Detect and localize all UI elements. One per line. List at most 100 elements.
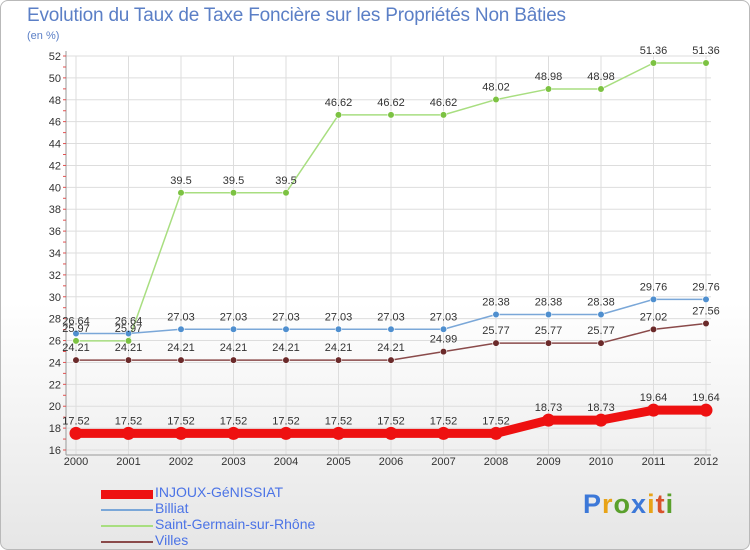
data-label: 27.03 (325, 311, 353, 323)
brand-letter: r (602, 489, 614, 519)
y-tick-label: 28 (49, 314, 61, 326)
brand-logo: Proxiti (583, 489, 674, 520)
data-label: 25.77 (535, 325, 563, 337)
data-point (177, 356, 185, 364)
data-label: 48.98 (587, 71, 615, 83)
data-point (544, 310, 553, 319)
data-point (124, 337, 133, 345)
data-point (229, 356, 238, 364)
x-tick-label: 2009 (536, 456, 560, 468)
data-point (282, 356, 290, 364)
data-label: 18.73 (535, 402, 563, 414)
data-label: 39.5 (223, 175, 244, 187)
grid (66, 55, 711, 455)
data-point (597, 85, 605, 93)
data-label: 25.97 (62, 323, 90, 335)
legend-swatch (101, 525, 153, 527)
data-point (597, 310, 605, 319)
y-tick-label: 42 (49, 160, 61, 172)
data-point (174, 426, 188, 440)
data-label: 27.02 (640, 311, 668, 323)
data-label: 51.36 (692, 45, 720, 57)
x-tick-label: 2007 (431, 456, 455, 468)
data-label: 46.62 (377, 97, 405, 109)
data-label: 27.56 (692, 305, 720, 317)
data-point (72, 337, 80, 345)
data-point (439, 111, 448, 119)
data-point (492, 95, 500, 104)
data-point (594, 413, 608, 427)
data-point (702, 59, 710, 67)
data-labels: 17.52 17.52 17.52 17.52 17.52 17.52 17.52 17.52… (62, 45, 720, 427)
y-tick-label: 46 (49, 117, 61, 129)
data-point (334, 111, 343, 119)
data-label: 17.52 (167, 415, 195, 427)
data-label: 24.21 (62, 342, 90, 354)
legend-label: Saint-Germain-sur-Rhône (155, 516, 316, 532)
data-label: 17.52 (377, 415, 405, 427)
data-label: 24.21 (325, 342, 353, 354)
data-label: 27.03 (272, 311, 300, 323)
data-point (702, 295, 710, 304)
data-label: 27.03 (377, 311, 405, 323)
data-point (387, 325, 395, 333)
data-label: 19.64 (692, 392, 720, 404)
series-lines (69, 59, 713, 440)
data-label: 28.38 (535, 297, 563, 309)
x-tick-label: 2006 (379, 456, 403, 468)
x-tick-label: 2010 (589, 456, 613, 468)
y-tick-label: 52 (49, 51, 61, 63)
data-point (649, 59, 658, 67)
data-point (69, 426, 83, 440)
data-point (334, 356, 343, 364)
data-label: 17.52 (272, 415, 300, 427)
data-point (439, 348, 448, 356)
data-point (122, 426, 135, 440)
brand-letter: P (583, 489, 603, 519)
data-point (177, 325, 185, 333)
y-tick-label: 44 (49, 139, 61, 151)
data-label: 17.52 (325, 415, 353, 427)
data-point (387, 356, 395, 364)
data-point (702, 319, 710, 328)
data-point (124, 329, 133, 338)
data-point (544, 85, 553, 93)
y-tick-label: 40 (49, 182, 61, 194)
data-label: 24.21 (220, 342, 248, 354)
legend-label: INJOUX-GéNISSIAT (155, 484, 284, 500)
x-tick-label: 2011 (642, 456, 666, 468)
chart-title: Evolution du Taux de Taxe Foncière sur l… (27, 5, 566, 26)
data-label: 27.03 (220, 311, 248, 323)
legend-swatch (101, 509, 153, 511)
data-label: 46.62 (430, 97, 458, 109)
data-label: 29.76 (692, 281, 720, 293)
y-tick-label: 38 (49, 204, 61, 216)
data-label: 39.5 (275, 175, 296, 187)
x-tick-label: 2005 (326, 456, 350, 468)
data-label: 39.5 (170, 175, 191, 187)
data-label: 24.21 (167, 342, 195, 354)
y-tick-label: 22 (49, 379, 61, 391)
data-point (699, 403, 713, 417)
data-label: 17.52 (482, 415, 510, 427)
y-tick-label: 18 (49, 423, 61, 435)
y-tick-label: 36 (49, 226, 61, 238)
data-point (387, 111, 395, 119)
data-point (177, 189, 185, 197)
data-point (282, 325, 290, 333)
data-point (334, 325, 343, 333)
data-point (72, 356, 80, 364)
y-unit-label: (en %) (27, 30, 60, 42)
data-label: 48.02 (482, 82, 510, 94)
y-tick-label: 34 (49, 248, 61, 260)
data-point (279, 426, 293, 440)
data-label: 25.77 (587, 325, 615, 337)
data-label: 27.03 (167, 311, 195, 323)
data-label: 29.76 (640, 281, 668, 293)
data-point (332, 426, 345, 440)
data-label: 48.98 (535, 71, 563, 83)
brand-letter: i (665, 489, 675, 519)
legend-swatch (101, 541, 153, 543)
data-point (124, 356, 133, 364)
